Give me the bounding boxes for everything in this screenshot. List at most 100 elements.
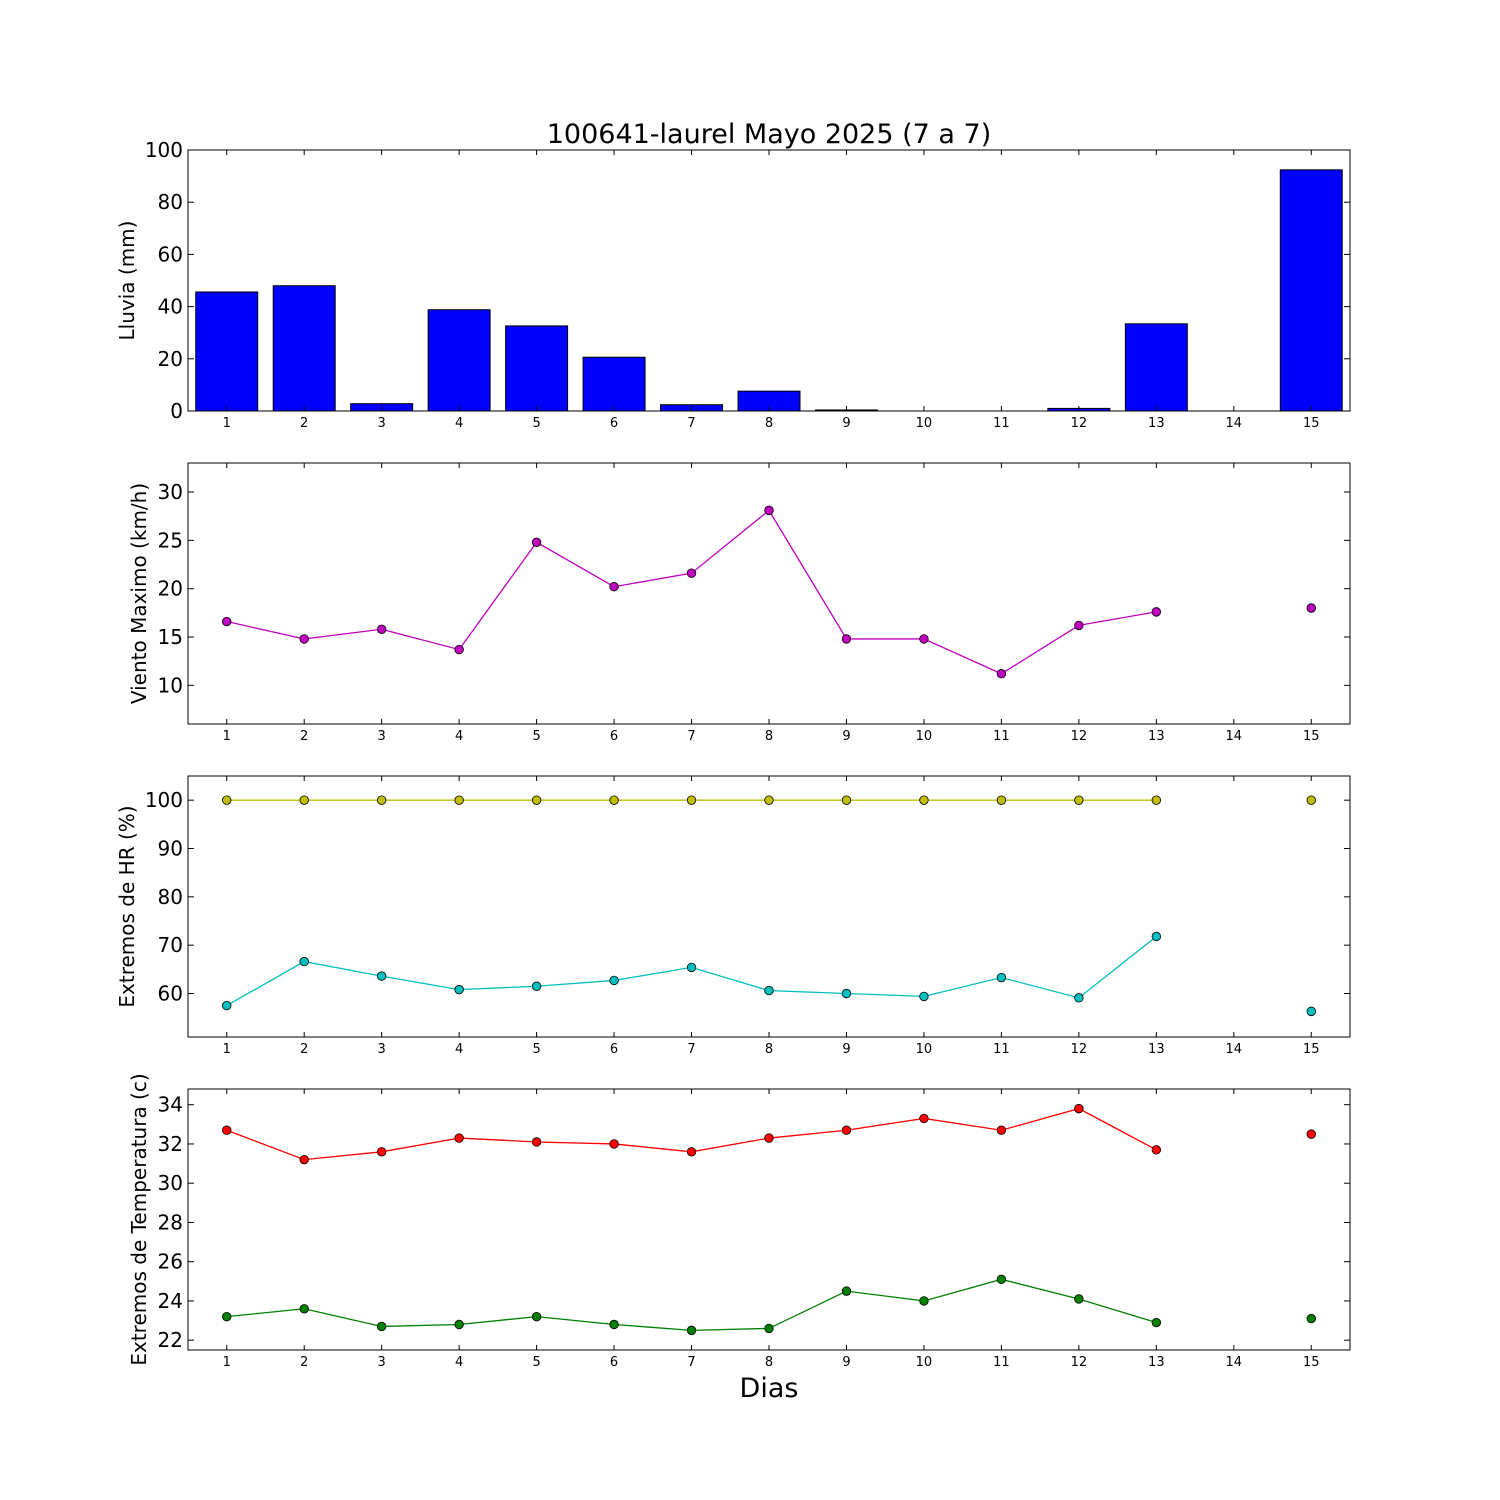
x-tick-label: 5 — [532, 1355, 540, 1370]
x-tick-label: 15 — [1303, 1355, 1320, 1370]
x-tick-label: 2 — [300, 1355, 308, 1370]
series-1-point-day-4 — [454, 1133, 464, 1143]
x-tick-label: 9 — [842, 1042, 850, 1057]
x-tick-label: 11 — [993, 1042, 1010, 1057]
series-1-point-day-11 — [996, 669, 1007, 679]
series-2-point-day-1 — [222, 1311, 232, 1322]
series-2-point-day-6 — [609, 975, 619, 986]
series-1-point-day-2 — [299, 634, 309, 644]
x-tick-label: 7 — [687, 1042, 695, 1057]
panel-4-y-axis-label: Extremos de Temperatura (c) — [127, 1073, 151, 1365]
series-1-point-day-3 — [376, 1147, 387, 1157]
x-tick-label: 14 — [1226, 729, 1243, 744]
x-tick-label: 3 — [378, 729, 386, 744]
series-1-point-day-10 — [919, 634, 929, 644]
x-tick-label: 13 — [1148, 729, 1165, 744]
x-tick-label: 13 — [1148, 1042, 1165, 1057]
x-tick-label: 14 — [1226, 1355, 1243, 1370]
y-tick-label: 20 — [158, 577, 183, 601]
x-tick-label: 6 — [610, 1042, 618, 1057]
y-tick-label: 80 — [158, 885, 183, 909]
x-tick-label: 7 — [687, 1355, 695, 1370]
x-tick-label: 5 — [532, 416, 540, 431]
y-tick-label: 28 — [158, 1210, 183, 1234]
series-2-point-day-13 — [1151, 931, 1162, 942]
series-1-point-day-6 — [609, 795, 619, 805]
x-tick-label: 11 — [993, 1355, 1010, 1370]
series-1-point-day-9 — [841, 795, 852, 805]
y-tick-label: 70 — [158, 933, 183, 957]
x-tick-label: 1 — [223, 416, 231, 431]
x-tick-label: 10 — [916, 1042, 933, 1057]
x-tick-label: 1 — [223, 729, 231, 744]
series-1-point-day-7 — [686, 568, 697, 578]
series-2-point-day-6 — [609, 1319, 619, 1330]
x-tick-label: 5 — [532, 729, 540, 744]
x-tick-label: 3 — [378, 1355, 386, 1370]
y-tick-label: 25 — [158, 528, 183, 552]
x-tick-label: 12 — [1071, 416, 1088, 431]
panel-3-y-axis-label: Extremos de HR (%) — [115, 805, 139, 1007]
series-1-point-day-11 — [996, 1125, 1007, 1135]
y-tick-label: 100 — [145, 788, 183, 812]
bar-day-5 — [505, 325, 569, 412]
y-tick-label: 40 — [158, 295, 183, 319]
x-tick-label: 7 — [687, 729, 695, 744]
x-tick-label: 15 — [1303, 416, 1320, 431]
series-2-point-day-15 — [1306, 1006, 1316, 1017]
x-tick-label: 12 — [1071, 729, 1088, 744]
bar-day-6 — [582, 356, 646, 412]
x-tick-label: 2 — [300, 1042, 308, 1057]
series-2-point-day-3 — [376, 1321, 387, 1332]
chart-title: 100641-laurel Mayo 2025 (7 a 7) — [547, 119, 992, 150]
x-tick-label: 6 — [610, 729, 618, 744]
y-tick-label: 26 — [158, 1250, 183, 1274]
series-1-point-day-8 — [764, 1133, 774, 1143]
series-2-point-day-7 — [686, 962, 697, 973]
series-2-point-day-10 — [919, 991, 929, 1002]
series-1-point-day-12 — [1074, 1103, 1084, 1114]
series-1-line-1 — [226, 509, 1157, 675]
series-1-point-day-1 — [222, 1125, 232, 1135]
x-tick-label: 2 — [300, 729, 308, 744]
series-1-point-day-7 — [686, 1147, 697, 1157]
bar-day-2 — [272, 285, 336, 412]
series-2-point-day-11 — [996, 972, 1007, 983]
panel-3-frame — [187, 775, 1351, 1038]
series-2-point-day-13 — [1151, 1317, 1162, 1328]
x-tick-label: 7 — [687, 416, 695, 431]
y-tick-label: 34 — [158, 1093, 183, 1117]
series-2-point-day-5 — [531, 981, 542, 991]
x-tick-label: 1 — [223, 1355, 231, 1370]
y-tick-label: 100 — [145, 138, 183, 162]
y-tick-label: 32 — [158, 1132, 183, 1156]
y-tick-label: 60 — [158, 242, 183, 266]
y-tick-label: 60 — [158, 982, 183, 1006]
x-tick-label: 15 — [1303, 729, 1320, 744]
series-2-point-day-2 — [299, 1304, 309, 1314]
x-tick-label: 11 — [993, 416, 1010, 431]
series-2-point-day-11 — [996, 1274, 1007, 1285]
x-tick-label: 1 — [223, 1042, 231, 1057]
series-2-point-day-8 — [764, 985, 774, 996]
x-tick-label: 11 — [993, 729, 1010, 744]
panel-4: 1 2 3 4 5 6 7 8 9 10 11 12 13 14 1522242628303234Extre… — [127, 1073, 1351, 1370]
x-tick-label: 4 — [455, 1355, 463, 1370]
bar-day-15 — [1279, 169, 1343, 412]
x-tick-label: 5 — [532, 1042, 540, 1057]
series-1-point-day-1 — [222, 795, 232, 805]
x-tick-label: 9 — [842, 1355, 850, 1370]
x-tick-label: 8 — [765, 1042, 773, 1057]
x-tick-label: 14 — [1226, 1042, 1243, 1057]
y-tick-label: 22 — [158, 1328, 183, 1352]
series-1-point-day-3 — [376, 795, 387, 805]
series-1-point-day-6 — [609, 1139, 619, 1149]
series-2-point-day-10 — [919, 1296, 929, 1306]
series-2-point-day-4 — [454, 1319, 464, 1330]
x-tick-label: 6 — [610, 1355, 618, 1370]
series-1-point-day-8 — [764, 505, 774, 516]
x-tick-label: 9 — [842, 416, 850, 431]
series-1-point-day-9 — [841, 1125, 852, 1135]
panel-1-y-axis-label: Lluvia (mm) — [115, 221, 139, 341]
